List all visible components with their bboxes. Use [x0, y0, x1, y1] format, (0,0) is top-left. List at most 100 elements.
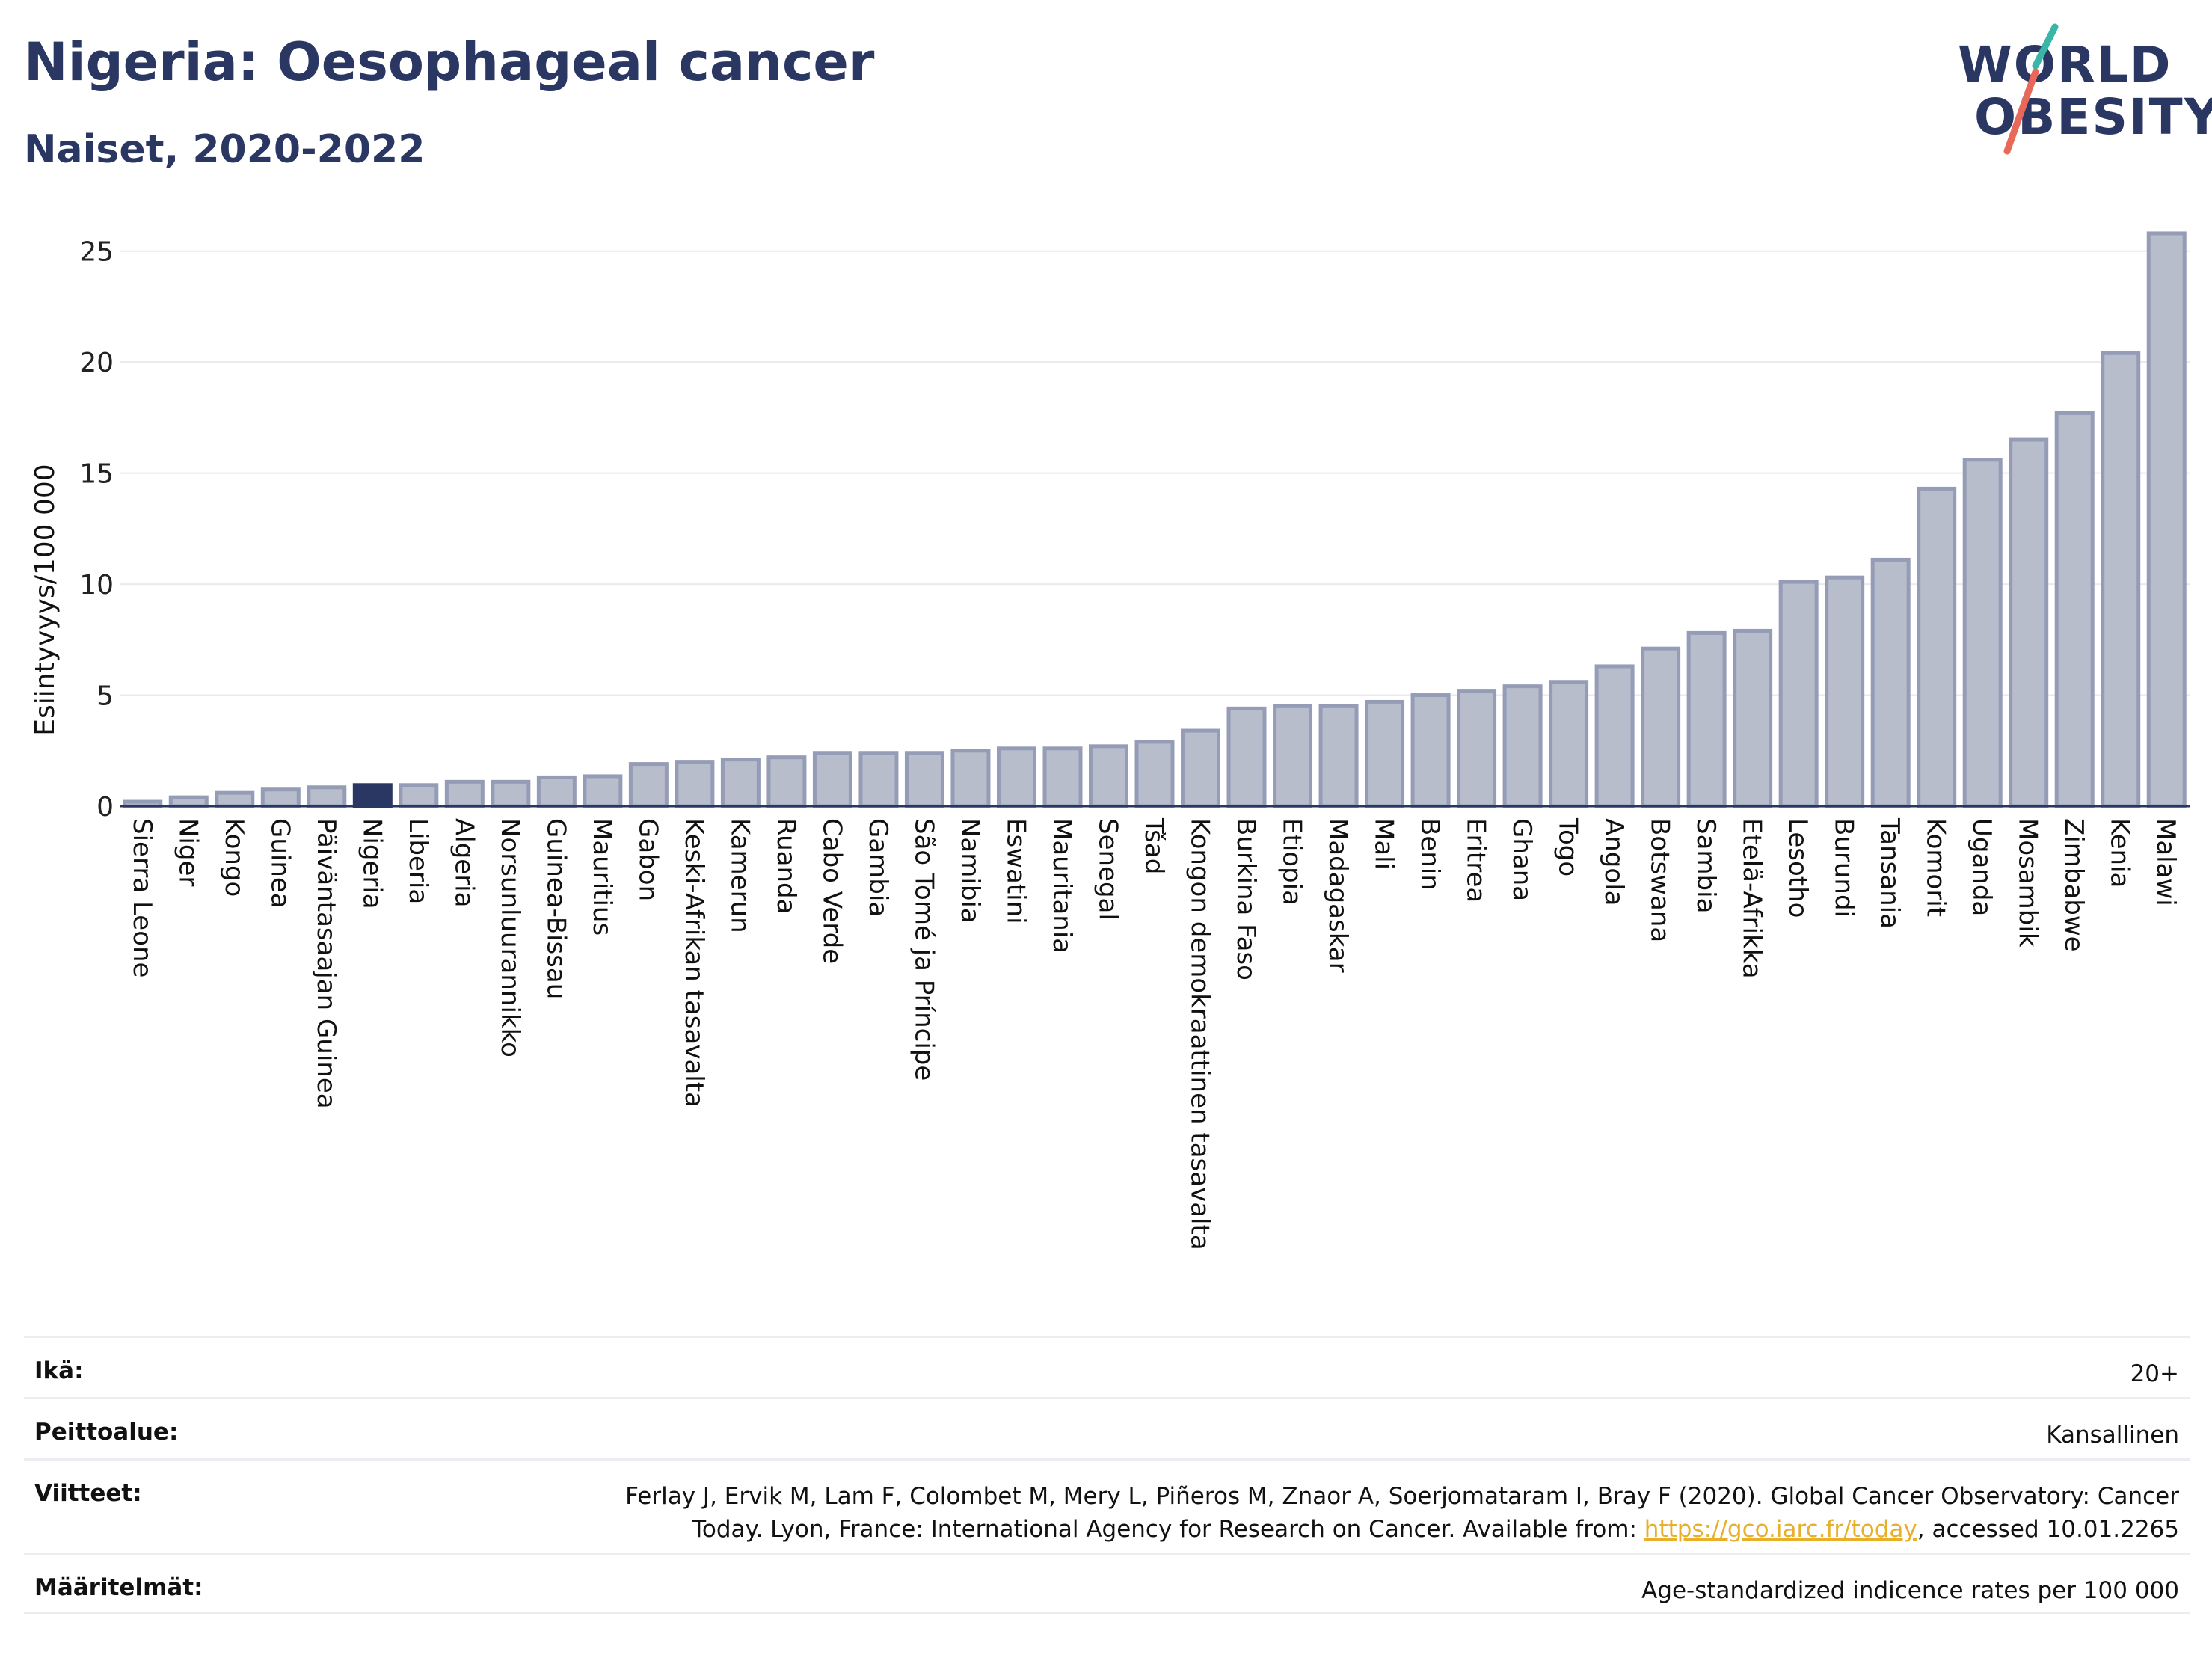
- x-tick-label: Algeria: [449, 818, 479, 907]
- bar-niger: [168, 795, 209, 808]
- bar-gambia: [858, 751, 899, 808]
- references-label: Viitteet:: [34, 1480, 142, 1507]
- x-tick-label: Komorit: [1921, 818, 1951, 917]
- info-row-definitions: Määritelmät: Age-standardized indicence …: [24, 1553, 2190, 1614]
- bar-zimbabwe: [2054, 411, 2095, 808]
- bar-t-ad: [1134, 740, 1175, 808]
- x-tick-label: Ghana: [1507, 818, 1537, 901]
- age-label: Ikä:: [34, 1357, 84, 1384]
- bar-cabo-verde: [812, 751, 852, 808]
- x-tick-label: São Tomé ja Príncipe: [909, 818, 938, 1081]
- x-tick-label: Liberia: [403, 818, 433, 904]
- x-tick-label: Kongon demokraattinen tasavalta: [1185, 818, 1215, 1250]
- x-tick-label: Burundi: [1829, 818, 1859, 918]
- bar-mauritania: [1042, 746, 1083, 808]
- x-tick-label: Keski-Afrikan tasavalta: [679, 818, 709, 1108]
- x-tick-label: Mali: [1369, 818, 1399, 870]
- bar-tansania: [1870, 557, 1911, 808]
- definitions-label: Määritelmät:: [34, 1574, 203, 1601]
- bar-kamerun: [720, 758, 761, 808]
- x-axis-labels: Sierra Leone Niger Kongo Guinea Päiväntasaaj…: [127, 817, 2181, 1250]
- bar-kongon-demokraattinen-tasavalta: [1181, 728, 1221, 808]
- y-tick-label: 0: [96, 792, 114, 823]
- x-tick-label: Zimbabwe: [2059, 818, 2089, 952]
- x-tick-label: Benin: [1415, 818, 1445, 891]
- x-tick-label: Sierra Leone: [127, 818, 157, 977]
- bar-eswatini: [996, 746, 1036, 808]
- age-value: 20+: [2130, 1360, 2179, 1387]
- chart-subtitle: Naiset, 2020-2022: [24, 127, 425, 172]
- bar-etiopia: [1273, 704, 1313, 808]
- x-tick-label: Angola: [1599, 818, 1629, 906]
- x-tick-label: Senegal: [1093, 818, 1122, 921]
- x-tick-label: Mauritius: [587, 818, 617, 936]
- bar-ruanda: [766, 755, 807, 808]
- references-link[interactable]: https://gco.iarc.fr/today: [1644, 1516, 1917, 1543]
- bar-uganda: [1962, 458, 2003, 808]
- definitions-value: Age-standardized indicence rates per 100…: [1641, 1577, 2179, 1604]
- coverage-value: Kansallinen: [2046, 1422, 2179, 1449]
- x-tick-label: Togo: [1553, 817, 1583, 876]
- bar-etel-afrikka: [1733, 628, 1773, 808]
- bar-guinea: [260, 787, 301, 808]
- bar-senegal: [1088, 744, 1128, 808]
- x-tick-label: Gabon: [633, 818, 663, 901]
- bar-liberia: [399, 783, 439, 808]
- world-obesity-logo: WORLD OBESITY: [1944, 22, 2212, 165]
- x-tick-label: Etelä-Afrikka: [1737, 818, 1767, 979]
- y-axis-label: Esiintyvyys/100 000: [30, 464, 61, 735]
- bar-angola: [1594, 664, 1635, 808]
- x-tick-label: Malawi: [2151, 818, 2181, 906]
- bar-norsunluurannikko: [491, 779, 531, 808]
- info-row-age: Ikä: 20+: [24, 1336, 2190, 1397]
- bar-togo: [1549, 680, 1589, 808]
- x-tick-label: Guinea: [265, 818, 295, 909]
- bar-ghana: [1502, 684, 1543, 808]
- y-tick-label: 20: [79, 348, 114, 378]
- x-tick-label: Eritrea: [1461, 818, 1491, 903]
- x-tick-label: Ruanda: [771, 818, 801, 914]
- x-tick-label: Mosambik: [2013, 818, 2043, 948]
- x-tick-label: Eswatini: [1001, 818, 1030, 924]
- references-text-2: Today. Lyon, France: International Agenc…: [692, 1516, 1644, 1543]
- y-axis-ticks: 0 5 10 15 20 25: [79, 237, 114, 823]
- bar-gabon: [628, 762, 669, 808]
- bar-kenia: [2101, 351, 2141, 808]
- bar-eritrea: [1457, 689, 1497, 808]
- bar-algeria: [444, 779, 485, 808]
- x-tick-label: Madagaskar: [1323, 818, 1353, 973]
- bar-mosambik: [2009, 437, 2049, 808]
- bar-chart: 0 5 10 15 20 25 Sierra Leone Niger Kongo Guinea P…: [30, 231, 2190, 1250]
- info-row-references: Viitteet: Ferlay J, Ervik M, Lam F, Colo…: [24, 1458, 2190, 1553]
- x-tick-label: Kongo: [219, 818, 249, 897]
- x-tick-label: Kamerun: [725, 818, 755, 933]
- x-tick-label: Niger: [173, 818, 203, 886]
- bar-burundi: [1825, 575, 1865, 808]
- x-tick-label: Tansania: [1875, 817, 1905, 929]
- bar-mali: [1365, 699, 1405, 808]
- x-tick-label: Nigeria: [357, 818, 387, 909]
- x-tick-label: Cabo Verde: [817, 818, 847, 964]
- x-tick-label: Uganda: [1967, 818, 1997, 916]
- bar-malawi: [2146, 231, 2187, 808]
- x-tick-label: Lesotho: [1783, 818, 1813, 918]
- x-tick-label: Norsunluurannikko: [495, 818, 525, 1057]
- y-tick-label: 5: [96, 681, 114, 712]
- bar-komorit: [1917, 486, 1957, 808]
- y-tick-label: 10: [79, 570, 114, 601]
- bar-s-o-tom-ja-pr-ncipe: [904, 751, 944, 808]
- bar-lesotho: [1778, 580, 1819, 808]
- bar-botswana: [1641, 646, 1681, 808]
- bar-sambia: [1686, 630, 1727, 808]
- x-tick-label: Mauritania: [1047, 818, 1077, 954]
- references-text-1: Ferlay J, Ervik M, Lam F, Colombet M, Me…: [625, 1483, 2179, 1510]
- x-tick-label: Namibia: [955, 818, 985, 924]
- y-tick-label: 15: [79, 459, 114, 490]
- chart-title: Nigeria: Oesophageal cancer: [24, 31, 875, 93]
- bar-namibia: [950, 749, 991, 808]
- bar-madagaskar: [1318, 704, 1359, 808]
- bar-guinea-bissau: [536, 775, 577, 808]
- bar-burkina-faso: [1226, 706, 1267, 808]
- bar-keski-afrikan-tasavalta: [675, 760, 715, 808]
- x-tick-label: Botswana: [1645, 818, 1675, 942]
